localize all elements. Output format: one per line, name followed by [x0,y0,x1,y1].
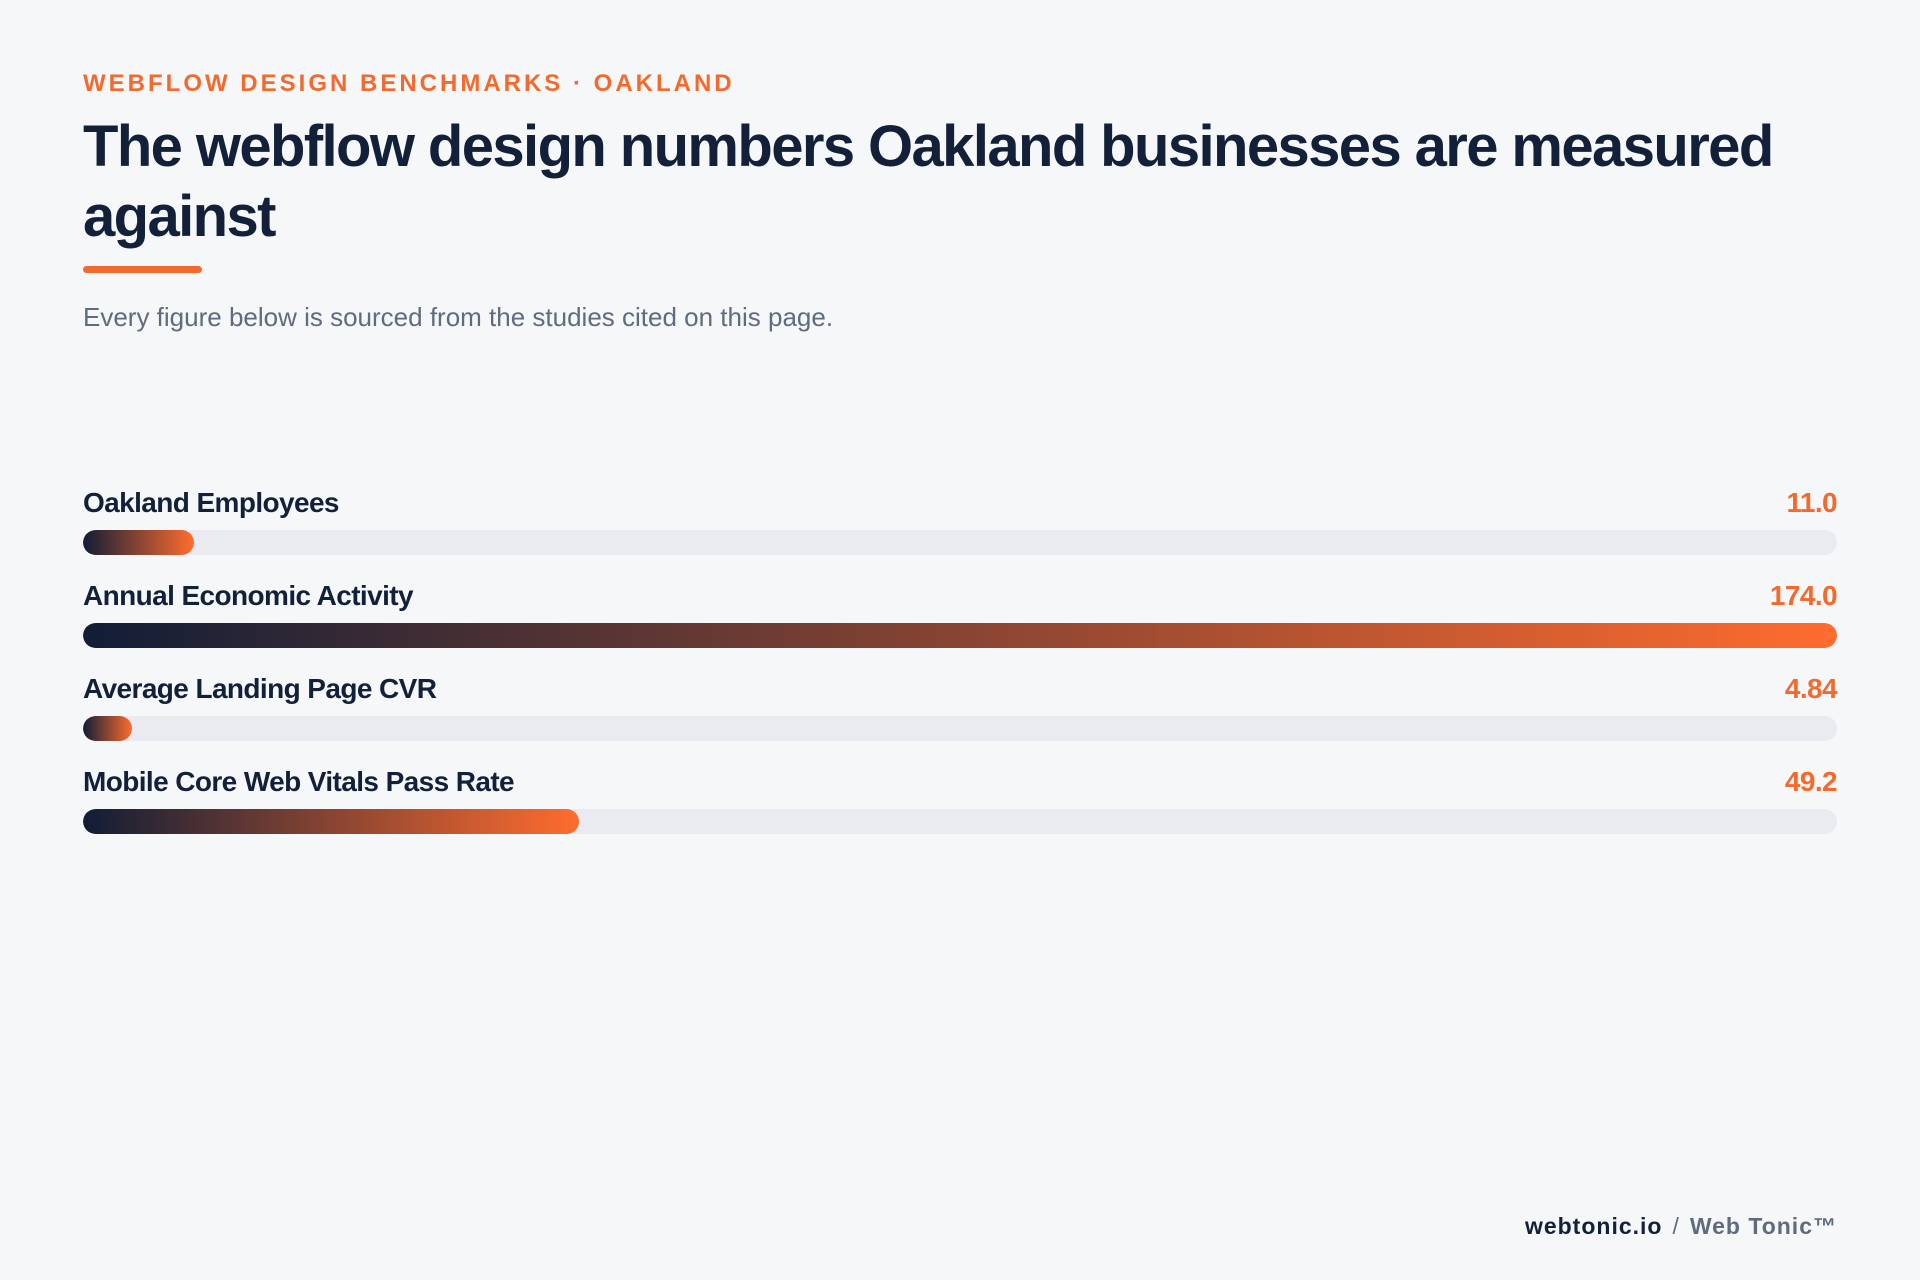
bar-value-label: 174.0 [1769,580,1838,611]
bar [83,809,579,834]
bar-row: Annual Economic Activity 174.0 [83,573,1838,666]
bar-track [83,716,1837,741]
bar [83,530,194,555]
bar-label: Average Landing Page CVR [83,673,437,704]
title-accent-rule [83,266,202,273]
footer-brand: Web Tonic™ [1689,1213,1837,1239]
bar-row: Average Landing Page CVR 4.84 [83,666,1838,759]
footer-credit: webtonic.io / Web Tonic™ [1525,1213,1837,1240]
bar-value-label: 4.84 [1784,673,1838,704]
bar-track [83,530,1837,555]
bar-label: Oakland Employees [83,487,340,518]
page: WEBFLOW DESIGN BENCHMARKS · OAKLAND The … [83,0,1838,1280]
page-title: The webflow design numbers Oakland busin… [83,114,1774,249]
bar-track [83,623,1837,648]
bar-value-label: 11.0 [1786,487,1837,518]
footer-separator: / [1672,1213,1680,1239]
bar [83,623,1837,648]
bar-value-label: 49.2 [1784,766,1838,797]
bar-chart: Oakland Employees 11.0 Annual Economic Act… [83,480,1838,852]
footer-site: webtonic.io [1524,1213,1663,1239]
eyebrow-label: WEBFLOW DESIGN BENCHMARKS · OAKLAND [83,70,735,97]
bar-row: Mobile Core Web Vitals Pass Rate 49.2 [83,759,1838,852]
bar-label: Mobile Core Web Vitals Pass Rate [83,766,515,797]
bar [83,716,132,741]
bar-label: Annual Economic Activity [83,580,414,611]
bar-row: Oakland Employees 11.0 [83,480,1838,573]
page-subtitle: Every figure below is sourced from the s… [83,302,834,332]
bar-track [83,809,1837,834]
